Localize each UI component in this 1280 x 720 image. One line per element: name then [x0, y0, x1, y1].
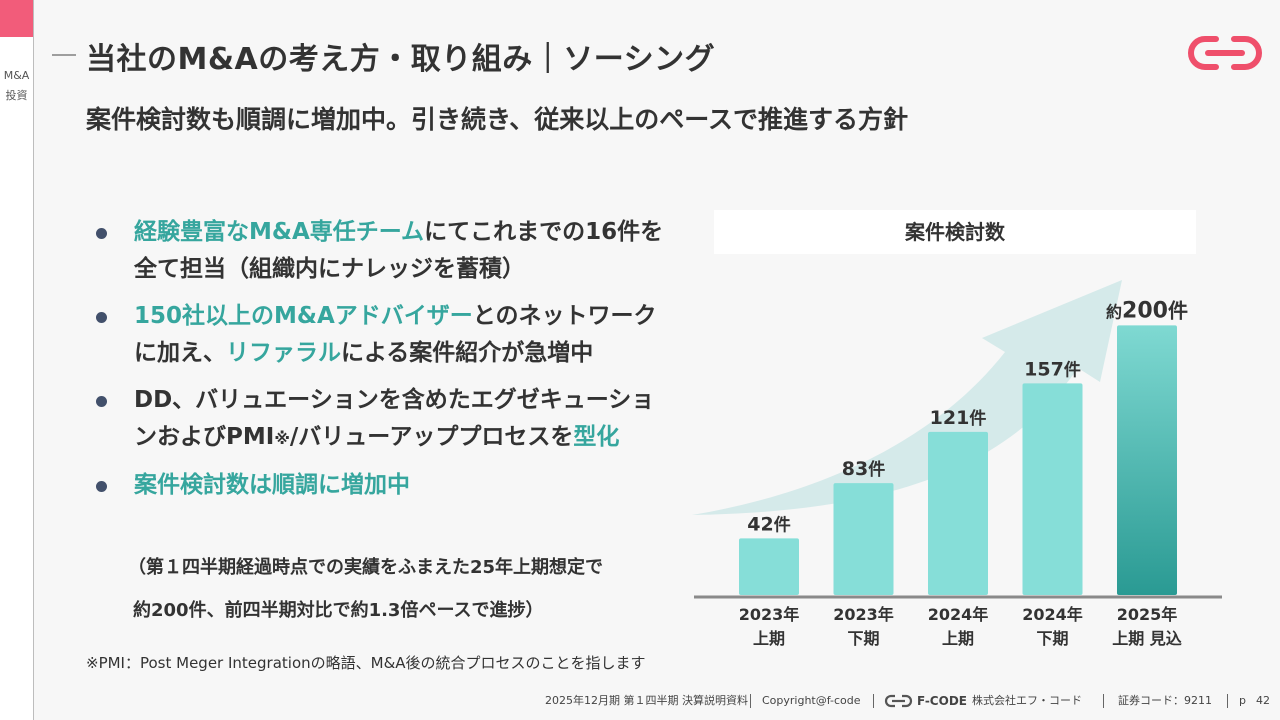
data-label: 83件 [842, 458, 885, 480]
bar-3 [1022, 383, 1083, 595]
data-label: 121件 [930, 407, 987, 429]
bullet-highlight: 型化 [573, 424, 620, 450]
footnote-mark: ※ [274, 429, 290, 448]
category-label: 2024年 [928, 605, 989, 624]
bullet-dot-icon [96, 312, 107, 323]
page-number: 42 [1256, 694, 1270, 707]
category-label: 2023年 [739, 605, 800, 624]
bullet-highlight: リファラル [226, 340, 341, 366]
footer-copyright: Copyright@f-code [762, 694, 861, 707]
data-label-unit: 件 [1064, 359, 1081, 380]
data-label-value: 157 [1024, 358, 1064, 380]
data-label-value: 200 [1122, 298, 1168, 323]
title-rule [52, 54, 76, 56]
bullet-item: 案件検討数は順調に増加中 [92, 467, 672, 504]
bullet-list: 経験豊富なM&A専任チームにてこれまでの16件を全て担当（組織内にナレッジを蓄積… [92, 214, 672, 514]
bullet-dot-icon [96, 481, 107, 492]
bar-0 [739, 538, 799, 595]
category-label: 上期 [942, 629, 974, 648]
bullet-highlight: 案件検討数は順調に増加中 [134, 472, 410, 498]
growth-arrow-shape [692, 280, 1122, 515]
data-label: 約200件 [1106, 298, 1188, 323]
footer-logo-icon [884, 694, 913, 708]
category-label: 2025年 [1117, 605, 1178, 624]
sidebar-accent [0, 0, 33, 37]
note-line-1: （第１四半期経過時点での実績をふまえた25年上期想定で [128, 557, 604, 578]
data-label-value: 42 [747, 513, 773, 535]
bullet-text: にてこれまでの16件を全て担当（組織内にナレッジを蓄積） [134, 219, 664, 282]
bullet-highlight: 経験豊富なM&A専任チーム [134, 219, 425, 245]
data-label-value: 83 [842, 458, 868, 480]
footer-page-prefix: p [1239, 694, 1246, 707]
footer-separator [1227, 694, 1228, 708]
footnote: ※PMI：Post Meger Integrationの略語、M&A後の統合プロ… [86, 654, 646, 672]
data-label-unit: 件 [774, 514, 791, 535]
bullet-text: DD、バリュエーションを含めたエグゼキューションおよびPMI [134, 387, 655, 450]
category-label: 下期 [1036, 629, 1068, 648]
data-label: 42件 [747, 513, 790, 535]
section-label: M&A投資 [3, 69, 30, 102]
footer-doc-title: 2025年12月期 第１四半期 決算説明資料 [545, 694, 748, 707]
category-label: 上期 見込 [1112, 629, 1182, 648]
footer-separator [1103, 694, 1104, 708]
data-label-unit: 件 [1168, 298, 1188, 322]
bullet-text: による案件紹介が急増中 [341, 340, 594, 366]
bullet-dot-icon [96, 396, 107, 407]
bullet-highlight: 150社以上のM&Aアドバイザー [134, 303, 473, 329]
footer-separator [873, 694, 874, 708]
category-label: 下期 [847, 629, 879, 648]
footer: 2025年12月期 第１四半期 決算説明資料 Copyright@f-code … [0, 691, 1280, 711]
footer-stock-code: 証券コード：9211 [1118, 694, 1212, 707]
footer-company: 株式会社エフ・コード [972, 694, 1082, 707]
footer-separator [750, 694, 751, 708]
page-title: 当社のM&Aの考え方・取り組み｜ソーシング [86, 42, 716, 77]
bar-2 [928, 431, 988, 595]
data-label-value: 121 [930, 407, 970, 429]
sidebar: M&A投資 [0, 0, 34, 720]
bar-4 [1117, 325, 1177, 595]
bullet-item: 150社以上のM&Aアドバイザーとのネットワークに加え、リファラルによる案件紹介… [92, 298, 672, 372]
note-line-2: 約200件、前四半期対比で約1.3倍ペースで進捗） [133, 600, 544, 621]
chart-title: 案件検討数 [714, 210, 1196, 254]
data-label-prefix: 約 [1106, 302, 1122, 321]
bullet-text: /バリューアッププロセスを [289, 424, 574, 450]
bullet-item: DD、バリュエーションを含めたエグゼキューションおよびPMI※/バリューアッププ… [92, 382, 672, 457]
page-subtitle: 案件検討数も順調に増加中。引き続き、従来以上のペースで推進する方針 [86, 105, 909, 134]
category-label: 上期 [753, 629, 785, 648]
bar-1 [833, 483, 894, 595]
category-label: 2023年 [833, 605, 894, 624]
bullet-dot-icon [96, 228, 107, 239]
category-label: 2024年 [1022, 605, 1083, 624]
data-label: 157件 [1024, 358, 1081, 380]
data-label-unit: 件 [969, 408, 986, 429]
data-label-unit: 件 [868, 459, 885, 480]
bullet-item: 経験豊富なM&A専任チームにてこれまでの16件を全て担当（組織内にナレッジを蓄積… [92, 214, 672, 288]
bullet-text: とのネットワークに加え、 [134, 303, 657, 366]
footer-brand: F-CODE [917, 694, 967, 708]
fcode-logo-icon [1188, 36, 1262, 70]
